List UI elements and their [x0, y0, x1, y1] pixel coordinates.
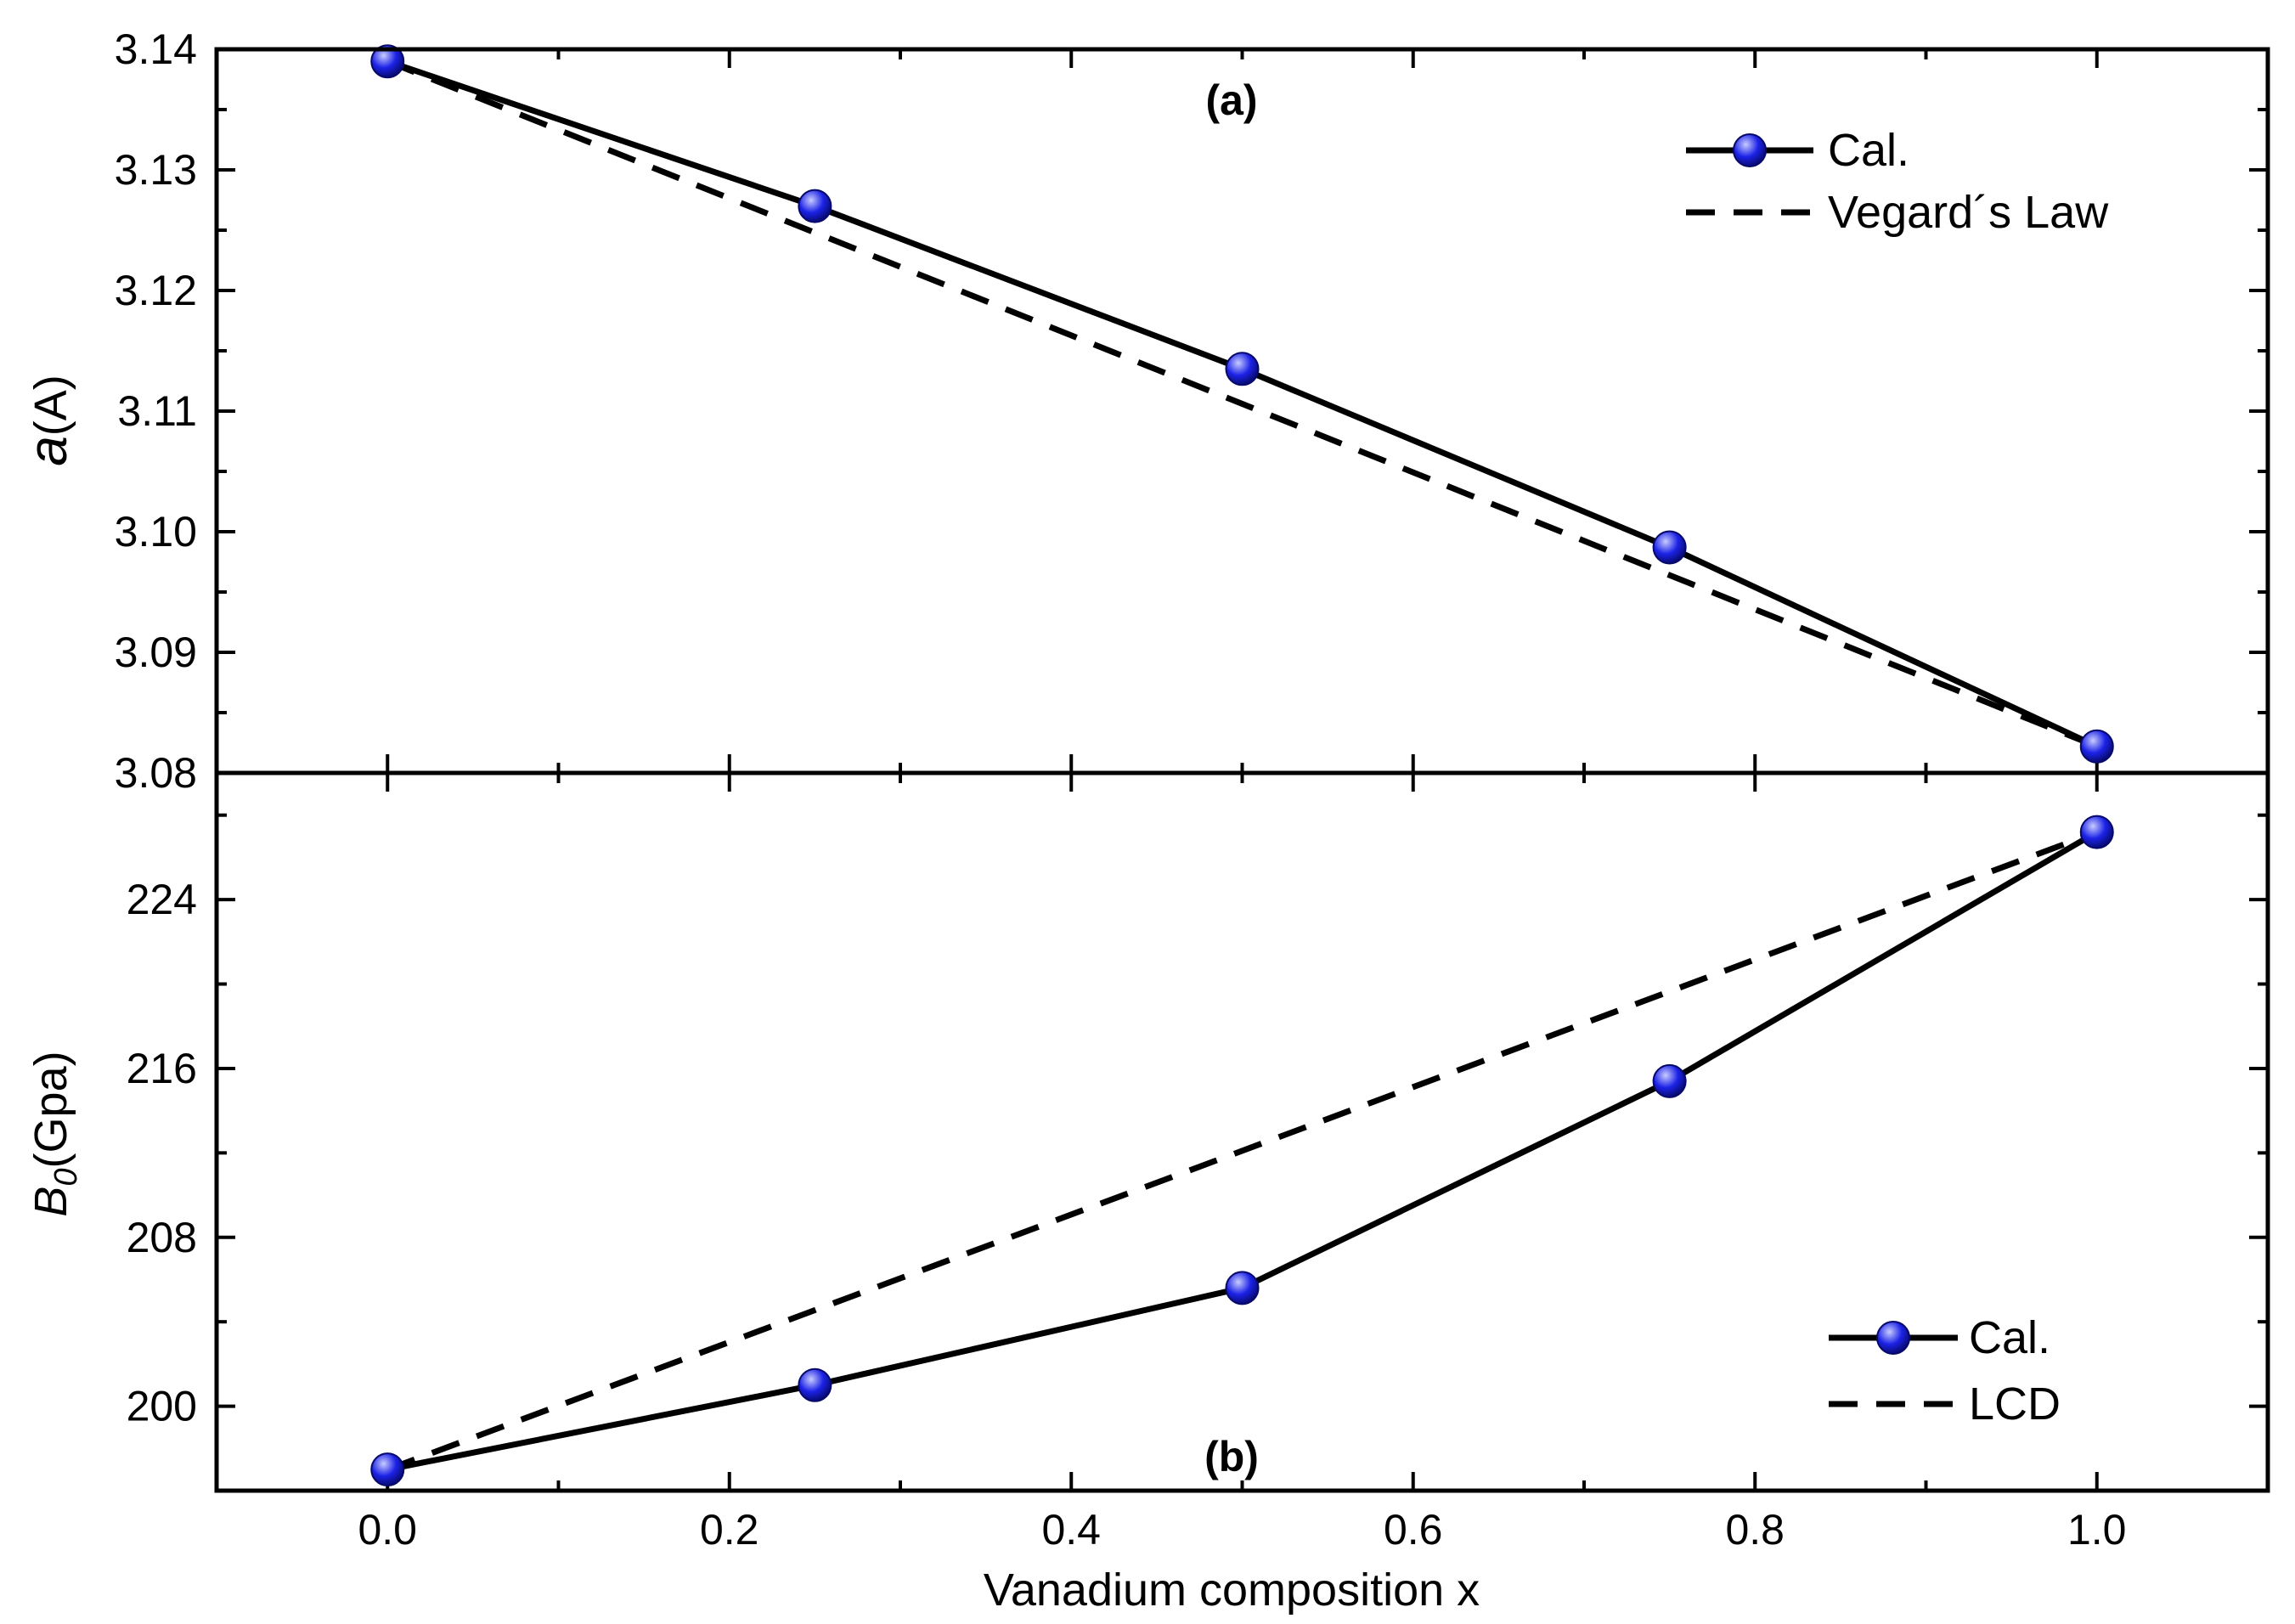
panel-b: (b) 200 208 216 224 B0(Gpa) Cal. LCD: [25, 770, 2270, 1493]
x-tick-label: 0.6: [1384, 1506, 1443, 1554]
y-tick-label-b: 200: [127, 1383, 197, 1430]
y-tick-label-b: 224: [127, 876, 197, 923]
data-point-b: [1652, 1063, 1687, 1098]
data-point-a: [370, 44, 405, 79]
x-tick-labels: 0.0 0.2 0.4 0.6 0.8 1.0: [358, 1506, 2126, 1554]
legend-b-cal-label: Cal.: [1969, 1312, 2050, 1363]
panel-a-y-axis-title: a(A): [17, 375, 78, 466]
data-point-b: [798, 1367, 832, 1402]
data-point-a: [1652, 530, 1687, 565]
data-point-b: [1225, 1271, 1260, 1305]
data-point-b: [370, 1452, 405, 1487]
panel-a-label: (a): [1205, 76, 1257, 124]
panel-a: (a) 3.08 3.09 3.10 3.11 3.12 3.13 3.14 a(A) Ca…: [17, 25, 2270, 797]
legend-b-lcd-label: LCD: [1969, 1379, 2061, 1429]
panel-a-y-tick-labels: 3.08 3.09 3.10 3.11 3.12 3.13 3.14: [115, 25, 197, 797]
series-line-dashed: [386, 829, 2098, 1473]
series-line-dashed: [386, 58, 2099, 750]
y-tick-label-b: 216: [127, 1045, 197, 1092]
y-tick-label-a: 3.11: [117, 387, 197, 435]
x-axis-title: Vanadium composition x: [984, 1565, 1480, 1616]
panel-b-frame: [214, 770, 2270, 1493]
legend-a-cal-marker: [1733, 133, 1767, 167]
y-tick-label-a: 3.08: [115, 749, 197, 797]
panel-b-y-axis-title: B0(Gpa): [25, 1051, 84, 1216]
panel-a-legend: Cal. Vegard´s Law: [1686, 125, 2109, 238]
panel-a-markers: [370, 44, 2114, 764]
data-point-a: [2079, 729, 2114, 764]
legend-a-cal-label: Cal.: [1828, 125, 1909, 176]
panel-a-frame: [214, 47, 2270, 775]
legend-a-vegard-label: Vegard´s Law: [1828, 187, 2109, 238]
x-tick-label: 0.0: [358, 1506, 417, 1554]
y-tick-label-b: 208: [127, 1214, 197, 1261]
panel-b-y-tick-labels: 200 208 216 224: [127, 876, 197, 1429]
panel-b-legend: Cal. LCD: [1829, 1312, 2061, 1429]
y-axis-unit-b: (Gpa): [25, 1051, 76, 1168]
legend-b-cal-marker: [1876, 1321, 1910, 1355]
y-tick-label-a: 3.13: [115, 146, 197, 194]
x-tick-label: 0.4: [1041, 1506, 1101, 1554]
y-tick-label-a: 3.09: [115, 629, 197, 676]
data-point-b: [2079, 815, 2114, 849]
y-tick-label-a: 3.10: [115, 508, 197, 555]
panel-a-ticks: [215, 48, 2270, 775]
y-tick-label-a: 3.12: [115, 267, 197, 314]
x-tick-label: 0.8: [1725, 1506, 1785, 1554]
y-axis-symbol-b: B: [25, 1187, 76, 1217]
y-axis-symbol-a: a: [17, 436, 78, 466]
x-tick-label: 1.0: [2067, 1506, 2127, 1554]
data-point-a: [1225, 352, 1260, 386]
y-axis-unit-a: (A): [25, 375, 76, 436]
y-tick-label-a: 3.14: [115, 25, 197, 73]
x-tick-label: 0.2: [700, 1506, 759, 1554]
data-point-a: [798, 189, 832, 223]
panel-b-markers: [370, 815, 2114, 1487]
panel-b-label: (b): [1204, 1433, 1259, 1480]
panel-b-series: [386, 829, 2099, 1473]
y-axis-subscript-b: 0: [48, 1168, 84, 1186]
